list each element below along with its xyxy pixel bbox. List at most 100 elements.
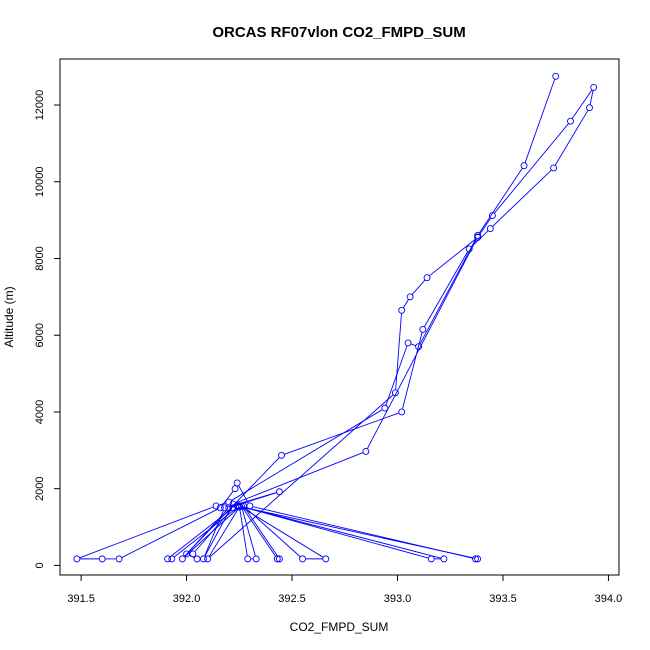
series-segment: [245, 507, 301, 558]
x-tick-label: 392.0: [173, 593, 201, 605]
series-segment: [589, 90, 594, 105]
data-point: [252, 555, 260, 563]
series-segment: [478, 217, 492, 236]
data-point: [567, 117, 574, 125]
data-point: [404, 339, 412, 347]
series-segment: [402, 332, 423, 410]
y-tick-label: 12000: [34, 90, 46, 121]
data-point: [406, 293, 414, 301]
series-segment: [284, 412, 400, 455]
data-point: [98, 555, 106, 563]
series-segment: [410, 343, 416, 347]
data-point: [164, 555, 172, 563]
series-segment: [239, 508, 248, 556]
data-point: [278, 451, 285, 459]
series-segment: [241, 508, 256, 557]
x-tick-label: 392.5: [278, 593, 306, 605]
data-point: [520, 162, 528, 170]
data-point: [398, 408, 406, 416]
data-point: [474, 233, 482, 241]
data-point: [240, 502, 247, 510]
series-segment: [419, 237, 477, 345]
series-segment: [204, 510, 224, 557]
series-segment: [402, 299, 409, 308]
chart-title: ORCAS RF07vlon CO2_FMPD_SUM: [212, 24, 465, 41]
y-axis: 0 2000 4000 6000 8000 10000 12000: [34, 90, 60, 568]
series-segment: [209, 394, 394, 558]
data-point: [115, 555, 123, 563]
data-point: [362, 448, 370, 455]
data-point: [552, 72, 560, 80]
data-point: [231, 485, 239, 493]
y-axis-label: Altitude (m): [2, 286, 16, 347]
data-point: [391, 389, 399, 397]
data-point: [221, 504, 228, 512]
data-point: [381, 404, 389, 412]
series-segment: [411, 279, 426, 295]
data-point: [204, 555, 212, 563]
series-layer: [73, 72, 598, 563]
data-point: [216, 504, 224, 512]
series-segment: [231, 409, 383, 501]
data-point: [168, 555, 176, 563]
data-point: [415, 343, 423, 351]
series-segment: [208, 509, 239, 557]
data-point: [275, 555, 283, 563]
series-segment: [493, 123, 569, 214]
x-axis: 391.5 392.0 392.5 393.0 393.5 394.0: [67, 575, 622, 605]
series-segment: [79, 506, 214, 559]
series-segment: [244, 508, 279, 557]
series-segment: [184, 508, 238, 558]
data-point: [199, 555, 207, 563]
data-point: [419, 326, 427, 333]
y-tick-label: 6000: [34, 323, 46, 347]
y-tick-label: 0: [34, 562, 46, 568]
series-segment: [429, 238, 476, 277]
data-point: [398, 306, 406, 314]
data-point: [233, 479, 241, 487]
series-segment: [242, 506, 442, 559]
series-segment: [395, 313, 402, 390]
data-point: [73, 555, 81, 563]
y-tick-label: 8000: [34, 246, 46, 270]
x-axis-label: CO2_FMPD_SUM: [290, 620, 389, 634]
data-point: [178, 555, 186, 563]
series-segment: [571, 89, 593, 119]
y-tick-label: 10000: [34, 166, 46, 197]
plot-frame: [59, 58, 620, 576]
data-point: [586, 104, 593, 112]
data-point: [488, 212, 496, 219]
data-point: [212, 502, 220, 510]
series-segment: [204, 506, 232, 557]
data-point: [229, 500, 237, 508]
data-point: [275, 488, 283, 496]
series-segment: [121, 508, 218, 558]
series-segment: [478, 167, 523, 234]
series-segment: [221, 490, 234, 506]
series-segment: [240, 506, 475, 559]
data-point: [486, 225, 494, 233]
data-point: [474, 555, 482, 563]
data-point: [440, 555, 448, 563]
x-tick-label: 393.5: [489, 593, 517, 605]
data-point: [225, 504, 233, 512]
data-point: [590, 83, 598, 91]
data-point: [244, 555, 252, 563]
series-segment: [366, 239, 477, 450]
series-segment: [242, 506, 429, 559]
series-segment: [242, 508, 276, 557]
data-point: [235, 503, 243, 511]
series-segment: [241, 507, 324, 558]
series-segment: [524, 78, 556, 163]
data-point: [550, 164, 558, 172]
x-tick-label: 393.0: [384, 593, 412, 605]
x-tick-label: 394.0: [595, 593, 623, 605]
data-point: [299, 555, 307, 563]
data-point: [465, 245, 473, 253]
series-segment: [184, 509, 228, 557]
series-segment: [492, 169, 552, 227]
y-tick-label: 4000: [34, 400, 46, 424]
data-point: [273, 555, 281, 563]
